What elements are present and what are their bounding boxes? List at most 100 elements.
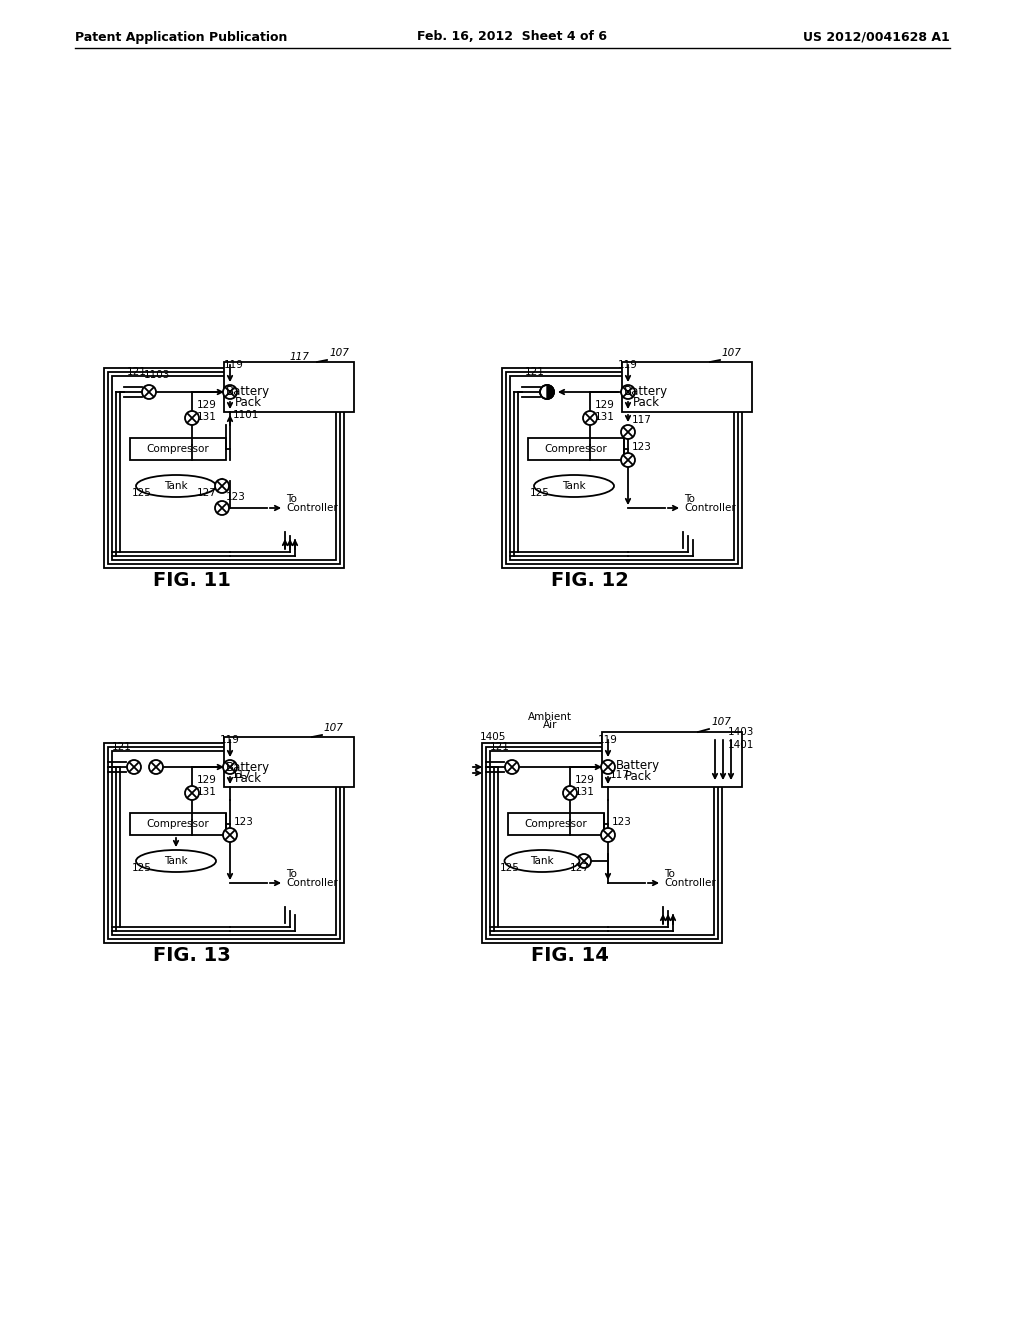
Bar (224, 737, 354, 787)
Bar (482, 743, 722, 942)
Text: Compressor: Compressor (524, 818, 588, 829)
Text: 129: 129 (197, 775, 217, 785)
Circle shape (150, 760, 163, 774)
Text: 119: 119 (618, 360, 638, 370)
Bar (508, 813, 604, 836)
Circle shape (583, 411, 597, 425)
Bar (602, 733, 742, 787)
Text: Feb. 16, 2012  Sheet 4 of 6: Feb. 16, 2012 Sheet 4 of 6 (417, 30, 607, 44)
Circle shape (215, 502, 229, 515)
Text: Pack: Pack (625, 771, 651, 784)
Ellipse shape (534, 475, 614, 498)
Text: 1101: 1101 (233, 411, 259, 420)
Circle shape (621, 425, 635, 440)
Text: Tank: Tank (530, 855, 554, 866)
Text: Tank: Tank (562, 480, 586, 491)
Text: 125: 125 (132, 863, 152, 873)
Text: 121: 121 (112, 742, 132, 752)
Text: 129: 129 (197, 400, 217, 411)
Circle shape (215, 479, 229, 492)
Text: Controller: Controller (664, 878, 716, 888)
Ellipse shape (505, 850, 580, 873)
Circle shape (577, 854, 591, 869)
Bar (510, 376, 734, 560)
Text: Patent Application Publication: Patent Application Publication (75, 30, 288, 44)
Circle shape (621, 453, 635, 467)
Bar (108, 372, 340, 564)
Text: 107: 107 (712, 717, 732, 727)
Text: FIG. 13: FIG. 13 (154, 946, 230, 965)
Circle shape (621, 385, 635, 399)
Circle shape (127, 760, 141, 774)
Text: 117: 117 (610, 770, 630, 780)
Text: Battery: Battery (226, 760, 270, 774)
Text: 125: 125 (500, 863, 520, 873)
Bar (502, 368, 742, 568)
Ellipse shape (136, 475, 216, 498)
Text: 121: 121 (127, 367, 146, 378)
Circle shape (540, 385, 554, 399)
Bar (506, 372, 738, 564)
Text: Compressor: Compressor (146, 818, 209, 829)
Text: 125: 125 (530, 488, 550, 498)
Polygon shape (547, 385, 554, 399)
Text: 131: 131 (575, 787, 595, 797)
Text: 121: 121 (490, 742, 510, 752)
Text: Ambient: Ambient (528, 711, 572, 722)
Circle shape (223, 385, 237, 399)
Text: Tank: Tank (164, 855, 187, 866)
Text: Tank: Tank (164, 480, 187, 491)
Text: To: To (684, 494, 695, 504)
Circle shape (601, 760, 615, 774)
Circle shape (563, 785, 577, 800)
Text: 131: 131 (595, 412, 614, 422)
Text: 119: 119 (598, 735, 617, 744)
Text: 129: 129 (575, 775, 595, 785)
Text: FIG. 14: FIG. 14 (531, 946, 609, 965)
Text: 121: 121 (525, 367, 545, 378)
Text: Controller: Controller (684, 503, 736, 513)
Bar (104, 743, 344, 942)
Bar (224, 362, 354, 412)
Text: Compressor: Compressor (545, 444, 607, 454)
Text: Pack: Pack (234, 771, 261, 784)
Text: Air: Air (543, 719, 557, 730)
Bar (112, 751, 336, 935)
Text: Battery: Battery (226, 385, 270, 399)
Text: 1401: 1401 (728, 741, 755, 750)
Text: 123: 123 (226, 492, 246, 502)
Bar (130, 438, 226, 459)
Text: 1403: 1403 (728, 727, 755, 737)
Bar (528, 438, 624, 459)
Bar (104, 368, 344, 568)
Ellipse shape (136, 850, 216, 873)
Circle shape (185, 785, 199, 800)
Bar (486, 747, 718, 939)
Text: 123: 123 (632, 442, 652, 451)
Text: 119: 119 (220, 735, 240, 744)
Circle shape (601, 828, 615, 842)
Text: US 2012/0041628 A1: US 2012/0041628 A1 (803, 30, 950, 44)
Text: 131: 131 (197, 787, 217, 797)
Text: 117: 117 (232, 770, 252, 780)
Circle shape (223, 760, 237, 774)
Text: Controller: Controller (286, 878, 338, 888)
Circle shape (223, 828, 237, 842)
Text: 1405: 1405 (480, 733, 507, 742)
Text: 129: 129 (595, 400, 614, 411)
Bar (130, 813, 226, 836)
Text: 123: 123 (234, 817, 254, 828)
Text: 119: 119 (224, 360, 244, 370)
Circle shape (142, 385, 156, 399)
Text: Battery: Battery (616, 759, 660, 771)
Text: FIG. 11: FIG. 11 (153, 572, 231, 590)
Text: Pack: Pack (234, 396, 261, 409)
Text: To: To (286, 869, 297, 879)
Bar (108, 747, 340, 939)
Text: Controller: Controller (286, 503, 338, 513)
Text: Pack: Pack (633, 396, 659, 409)
Text: Battery: Battery (624, 385, 668, 399)
Text: 107: 107 (722, 348, 741, 358)
Text: Compressor: Compressor (146, 444, 209, 454)
Bar (622, 362, 752, 412)
